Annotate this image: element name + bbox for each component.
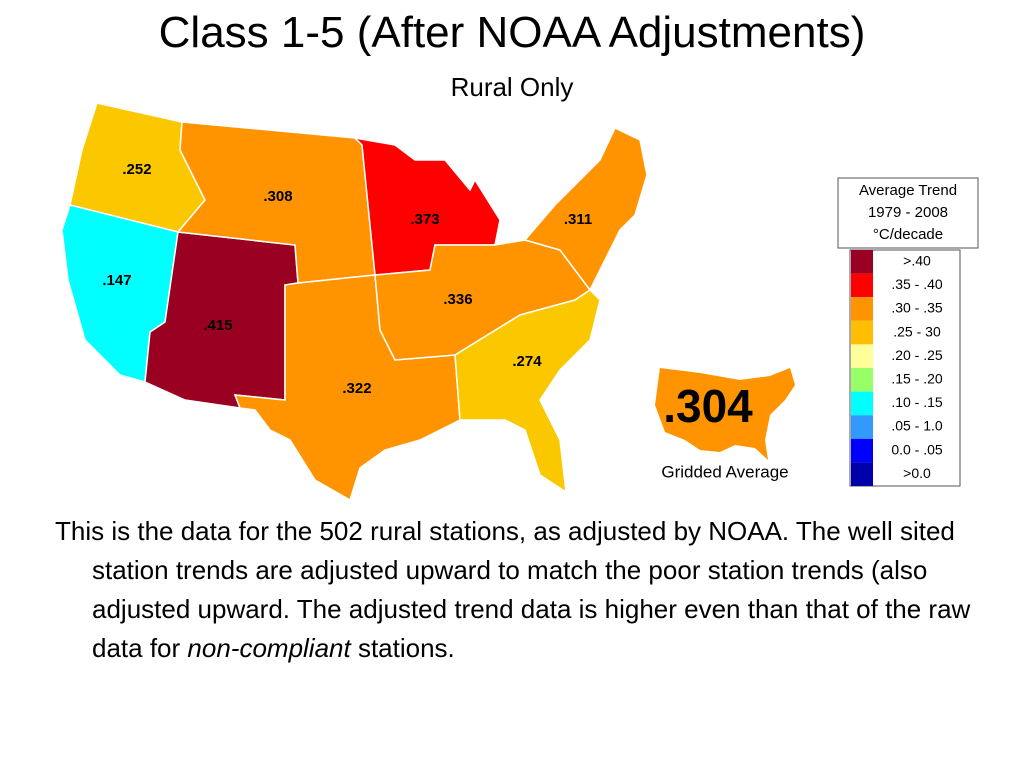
legend-swatch [851,415,873,439]
slide-subtitle: Rural Only [450,72,574,102]
legend-label: .30 - .35 [891,300,943,316]
legend-label: >.40 [903,253,931,269]
body-text: This is the data for the 502 rural stati… [55,512,1002,668]
region-label: .322 [342,380,371,397]
text: stations. [350,633,455,663]
legend-label: .05 - 1.0 [891,418,943,434]
region-label: .308 [263,188,292,205]
inset-value: .304 [663,380,753,432]
region-label: .311 [564,211,592,228]
legend-swatch [851,368,873,392]
legend-swatch [851,438,873,463]
legend-swatch [851,391,873,416]
legend-label: .25 - 30 [893,323,941,339]
text: This is the data for the 502 rural stati… [55,516,971,663]
region-label: .415 [203,317,232,334]
region-label: .147 [102,272,131,289]
legend-swatch [851,250,873,274]
legend-title: Average Trend [859,182,957,199]
emphasis: non-compliant [187,633,351,663]
legend-label: .15 - .20 [891,371,943,387]
region-label: .274 [512,353,542,370]
region-label: .336 [443,291,472,308]
legend-title: 1979 - 2008 [868,204,948,221]
inset-caption: Gridded Average [661,462,788,481]
legend-swatch [851,344,873,368]
legend-label: .10 - .15 [891,394,943,410]
legend-label: 0.0 - .05 [891,441,943,457]
inset-map [655,368,795,460]
legend-title: °C/decade [873,226,943,243]
legend-swatch [851,320,873,345]
region-label: .252 [122,161,151,178]
map-region [454,289,601,494]
slide-title: Class 1-5 (After NOAA Adjustments) [158,8,866,57]
legend-swatch [851,462,873,486]
legend-label: .20 - .25 [891,347,943,363]
region-label: .373 [410,211,439,228]
legend-label: >0.0 [903,465,931,481]
legend-swatch [851,297,873,321]
legend-title-box [837,177,979,249]
legend-swatch [851,273,873,298]
legend-label: .35 - .40 [891,276,943,292]
